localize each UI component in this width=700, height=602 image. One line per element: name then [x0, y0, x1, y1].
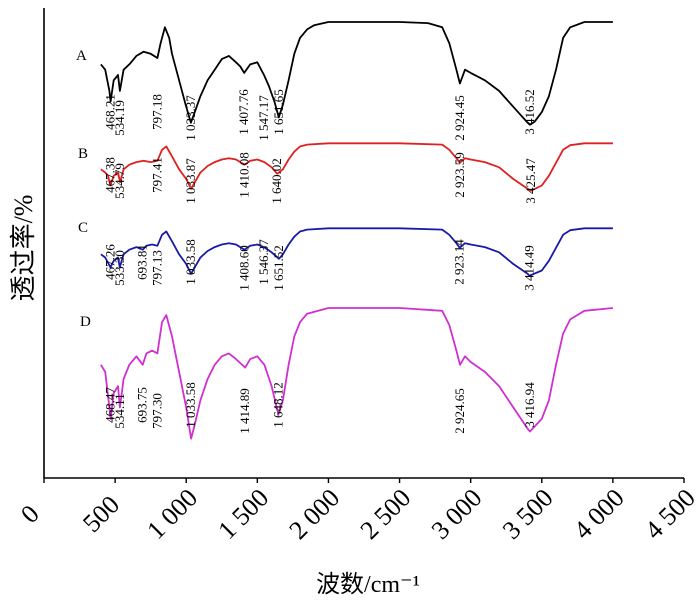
x-tick-label: 2 500 [355, 483, 417, 545]
peak-label: 467.38 [102, 157, 117, 193]
peak-label: 693.75 [135, 387, 150, 423]
peak-label: 534.11 [112, 393, 127, 428]
peak-label: 1 033.58 [183, 239, 198, 285]
peak-label: 1 546.37 [256, 239, 271, 285]
series-name-a: A [76, 48, 87, 64]
peak-label: 2 924.65 [452, 388, 467, 434]
peak-label: 797.18 [149, 94, 164, 130]
series-name-d: D [80, 314, 91, 330]
peak-label: 1 414.89 [237, 388, 252, 434]
peak-label: 1 033.87 [183, 158, 198, 204]
peak-label: 2 923.14 [452, 239, 467, 285]
x-tick-label: 4 500 [639, 483, 700, 545]
peak-label: 468.21 [103, 94, 118, 130]
series-line-b [100, 142, 613, 192]
peak-label: 797.41 [149, 157, 164, 193]
x-tick-label: 0 [15, 499, 45, 529]
x-axis-label: 波数/cm⁻¹ [316, 571, 420, 598]
x-tick-label: 2 000 [283, 483, 345, 545]
series-line-a [100, 21, 613, 126]
peak-label: 1 410.08 [237, 152, 252, 198]
peak-label: 3 414.49 [522, 245, 537, 291]
peak-label: 2 923.59 [452, 152, 467, 198]
peak-label: 1 547.17 [256, 95, 271, 141]
series-group [100, 21, 613, 440]
x-ticks: 0 500 1 000 1 500 2 000 2 500 3 000 3 500 4 000 4… [15, 478, 700, 545]
peak-label: 3 416.52 [522, 89, 537, 135]
peak-label: 468.47 [103, 387, 118, 423]
peak-label: 1 651.65 [271, 89, 286, 135]
peak-label: 3 416.94 [522, 382, 537, 428]
peak-label: 797.13 [149, 250, 164, 286]
peak-label: 533.30 [112, 250, 127, 286]
peak-label: 797.30 [149, 393, 164, 429]
y-axis-label: 透过率/% [9, 195, 38, 302]
peak-label: 1 651.52 [271, 245, 286, 291]
peak-label: 1 648.12 [270, 382, 285, 428]
peak-label: 1 640.02 [269, 158, 284, 204]
peak-label: 467.26 [102, 244, 117, 280]
series-line-c [100, 227, 613, 277]
series-name-b: B [78, 146, 88, 162]
x-tick-label: 1 000 [141, 483, 203, 545]
peak-label: 1 033.58 [183, 382, 198, 428]
peak-label: 534.79 [112, 163, 127, 199]
peak-label: 1 033.37 [183, 95, 198, 141]
peak-label: 3 425.47 [523, 158, 538, 204]
peak-label: 1 407.76 [236, 89, 251, 135]
x-tick-label: 3 500 [497, 483, 559, 545]
x-tick-label: 4 000 [568, 483, 630, 545]
axes [43, 8, 684, 479]
x-tick-label: 3 000 [426, 483, 488, 545]
peak-label: 1 408.60 [236, 245, 251, 291]
peak-label: 693.81 [135, 244, 150, 280]
x-tick-label: 500 [77, 490, 125, 538]
peak-label: 2 924.45 [452, 95, 467, 141]
x-tick-label: 1 500 [212, 483, 274, 545]
peak-label: 534.19 [112, 100, 127, 136]
series-name-c: C [78, 220, 88, 236]
series-line-d [100, 307, 613, 440]
